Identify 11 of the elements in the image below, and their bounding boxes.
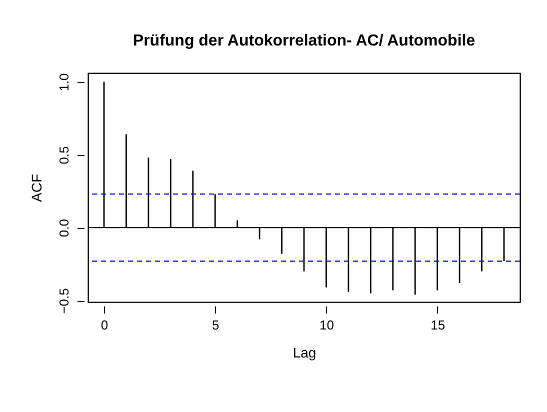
x-tick-label: 10 [319,318,334,332]
chart-title: Prüfung der Autokorrelation- AC/ Automobile [132,32,476,50]
y-tick-label: −0.5 [56,288,72,314]
x-axis-title: Lag [292,344,316,360]
y-tick-label: 0.5 [56,146,72,164]
x-tick-label: 15 [430,318,446,332]
y-tick-label: 1.0 [56,73,72,92]
y-tick-label: 0.0 [56,219,72,238]
x-tick-label: 5 [212,318,220,332]
x-tick-label: 0 [100,318,108,332]
y-axis-title: ACF [28,174,44,202]
